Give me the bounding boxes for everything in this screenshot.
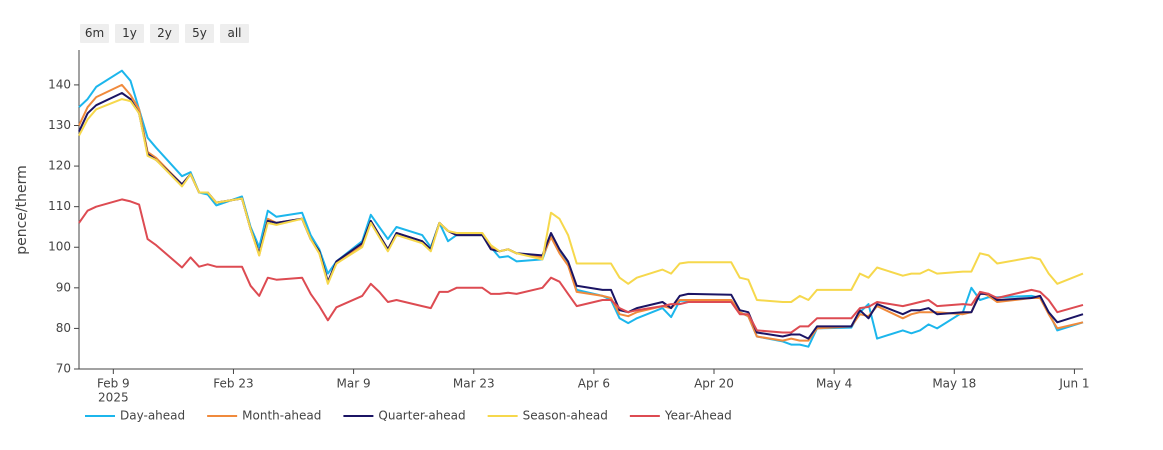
y-tick-label: 110 <box>48 199 71 213</box>
range-button-label[interactable]: 1y <box>122 26 137 40</box>
x-tick-label: May 4 <box>816 377 852 391</box>
range-button-label[interactable]: all <box>227 26 241 40</box>
range-button[interactable] <box>185 24 214 43</box>
x-tick-label: May 18 <box>932 377 976 391</box>
y-tick-label: 130 <box>48 118 71 132</box>
legend-label: Season-ahead <box>523 409 608 423</box>
y-tick-label: 80 <box>56 321 71 335</box>
range-button[interactable] <box>80 24 109 43</box>
legend-label: Day-ahead <box>120 409 185 423</box>
y-tick-label: 120 <box>48 159 71 173</box>
x-year-label: 2025 <box>98 391 129 405</box>
x-tick-label: Jun 1 <box>1058 377 1089 391</box>
x-tick-label: Apr 6 <box>578 377 610 391</box>
series-line <box>78 98 1084 303</box>
x-tick-label: Feb 23 <box>213 377 253 391</box>
y-tick-label: 140 <box>48 77 71 91</box>
y-tick-label: 70 <box>56 362 71 376</box>
x-tick-label: Feb 9 <box>97 377 130 391</box>
legend-label: Quarter-ahead <box>378 409 465 423</box>
range-button-label[interactable]: 5y <box>192 26 207 40</box>
x-tick-label: Mar 23 <box>453 377 495 391</box>
range-button[interactable] <box>150 24 179 43</box>
range-button[interactable] <box>220 24 249 43</box>
range-button[interactable] <box>115 24 144 43</box>
y-tick-label: 100 <box>48 240 71 254</box>
series-line <box>78 198 1084 334</box>
y-tick-label: 90 <box>56 280 71 294</box>
legend-label: Month-ahead <box>242 409 321 423</box>
x-tick-label: Mar 9 <box>337 377 371 391</box>
legend-label: Year-Ahead <box>664 409 732 423</box>
range-button-label[interactable]: 2y <box>157 26 172 40</box>
x-tick-label: Apr 20 <box>694 377 734 391</box>
range-button-label[interactable]: 6m <box>85 26 104 40</box>
y-axis-title: pence/therm <box>14 165 30 255</box>
